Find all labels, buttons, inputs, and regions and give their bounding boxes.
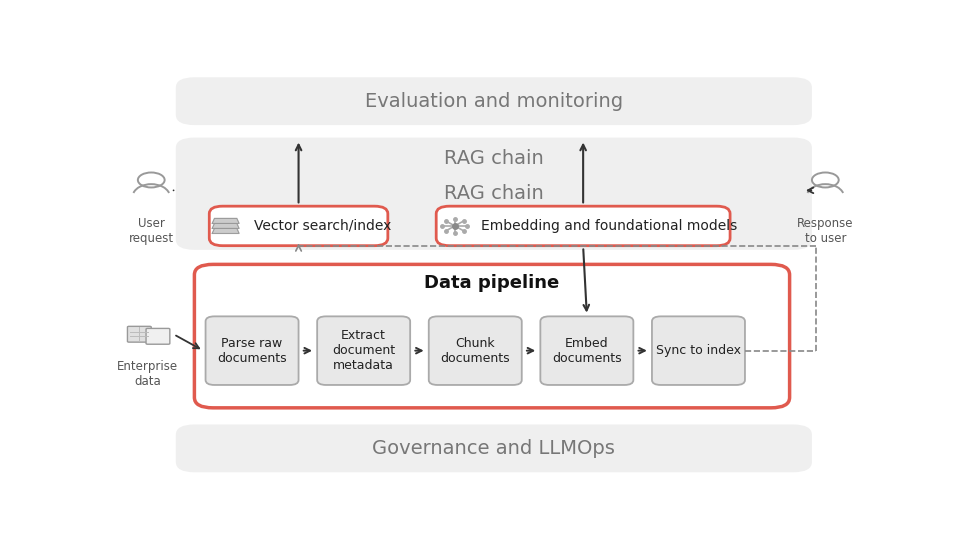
FancyBboxPatch shape bbox=[176, 424, 812, 472]
Text: Embedding and foundational models: Embedding and foundational models bbox=[481, 219, 737, 233]
Text: RAG chain: RAG chain bbox=[444, 184, 543, 203]
FancyBboxPatch shape bbox=[146, 328, 170, 344]
Text: Evaluation and monitoring: Evaluation and monitoring bbox=[365, 92, 623, 111]
Text: Vector search/index: Vector search/index bbox=[253, 219, 392, 233]
FancyBboxPatch shape bbox=[429, 316, 522, 385]
Polygon shape bbox=[212, 228, 239, 233]
Text: Enterprise
data: Enterprise data bbox=[117, 360, 179, 388]
FancyBboxPatch shape bbox=[436, 206, 731, 246]
Text: RAG chain: RAG chain bbox=[444, 149, 543, 168]
FancyBboxPatch shape bbox=[209, 206, 388, 246]
FancyBboxPatch shape bbox=[205, 316, 299, 385]
FancyBboxPatch shape bbox=[176, 77, 812, 125]
Polygon shape bbox=[212, 219, 239, 224]
FancyBboxPatch shape bbox=[128, 326, 152, 342]
Text: Parse raw
documents: Parse raw documents bbox=[217, 336, 287, 365]
Text: Embed
documents: Embed documents bbox=[552, 336, 622, 365]
Text: Chunk
documents: Chunk documents bbox=[441, 336, 510, 365]
Text: Sync to index: Sync to index bbox=[656, 344, 741, 357]
FancyBboxPatch shape bbox=[652, 316, 745, 385]
FancyBboxPatch shape bbox=[194, 265, 789, 408]
Text: Extract
document
metadata: Extract document metadata bbox=[332, 329, 396, 372]
FancyBboxPatch shape bbox=[176, 138, 812, 250]
FancyBboxPatch shape bbox=[540, 316, 634, 385]
Text: Data pipeline: Data pipeline bbox=[424, 274, 560, 292]
Text: Governance and LLMOps: Governance and LLMOps bbox=[372, 439, 615, 458]
FancyBboxPatch shape bbox=[317, 316, 410, 385]
Text: User
request: User request bbox=[129, 218, 174, 245]
Text: Response
to user: Response to user bbox=[797, 218, 853, 245]
Polygon shape bbox=[212, 224, 239, 228]
